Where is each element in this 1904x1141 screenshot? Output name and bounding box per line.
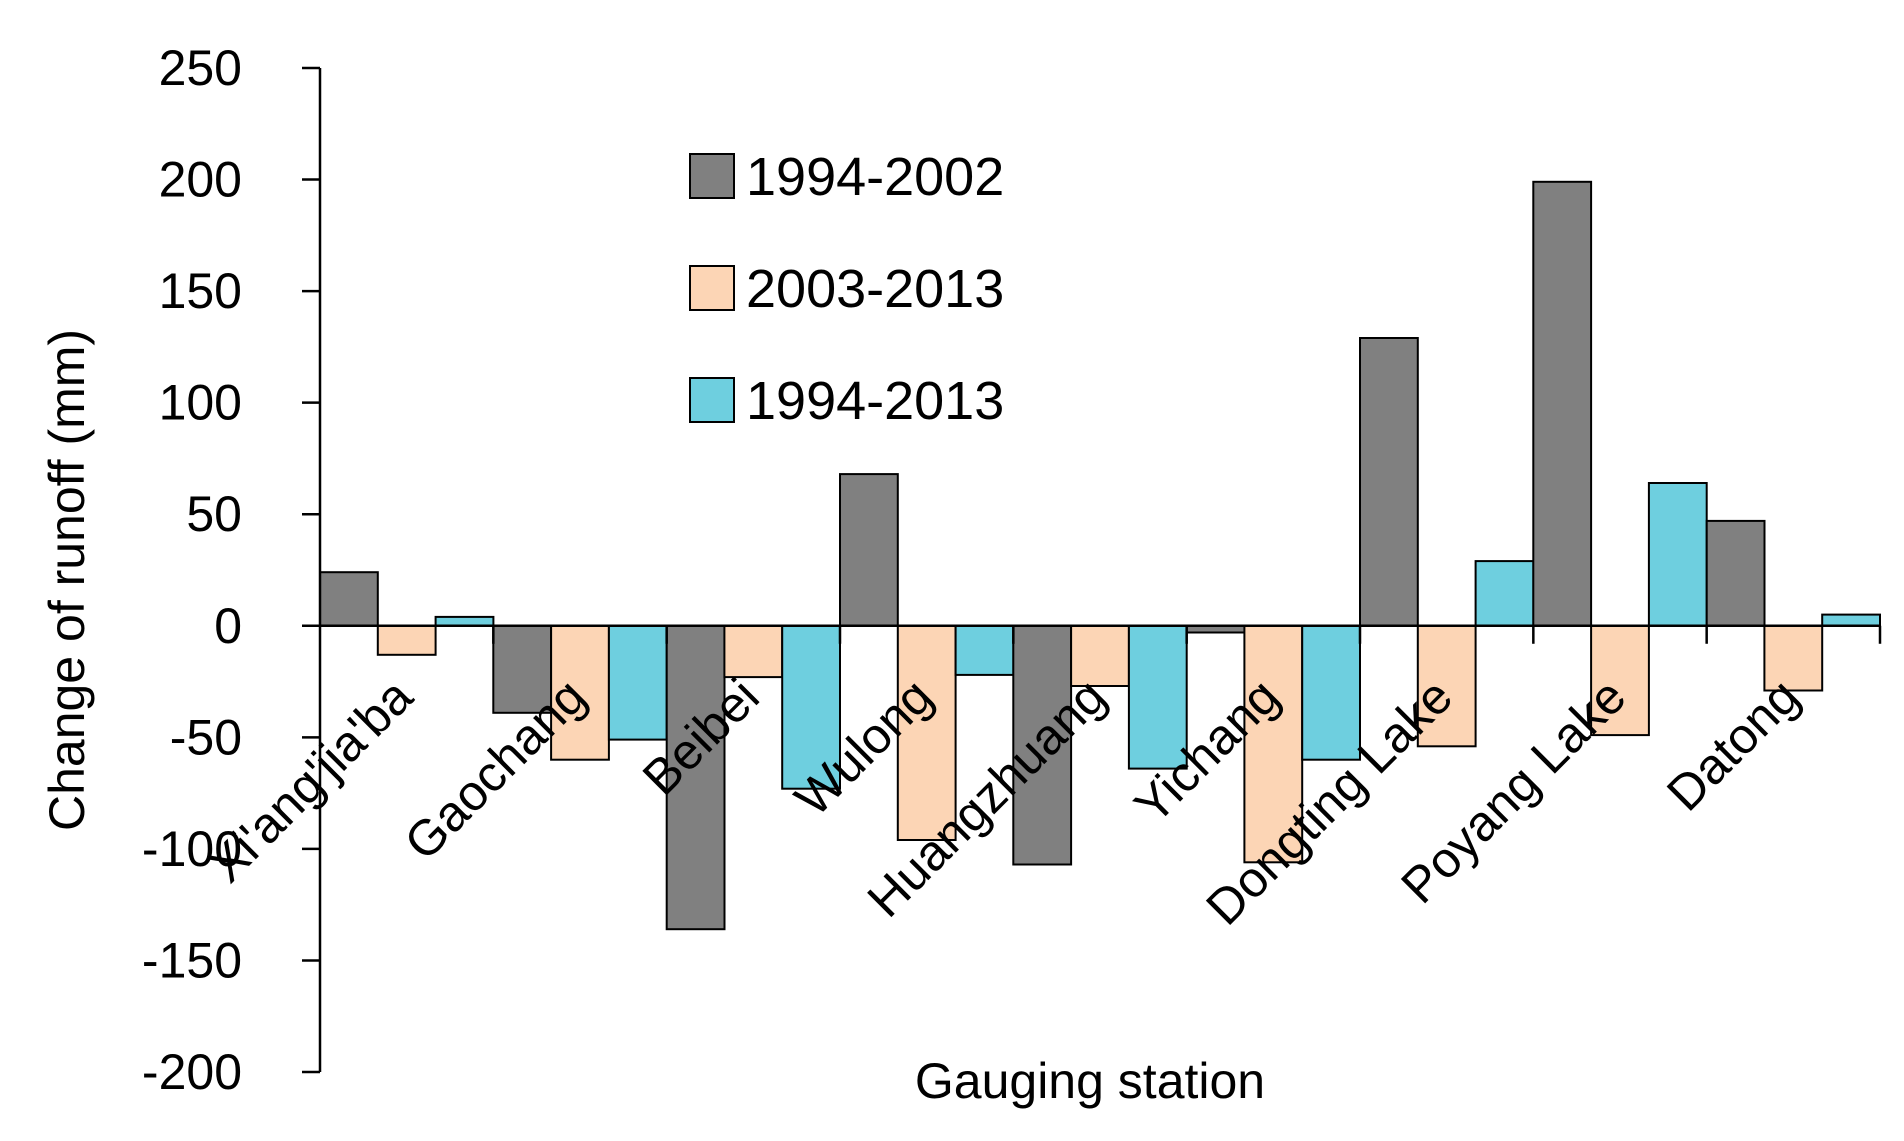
- legend-swatch-2003-2013: [689, 265, 735, 311]
- y-tick-label: 0: [214, 598, 242, 654]
- legend-swatch-1994-2002: [689, 153, 735, 199]
- legend-swatch-1994-2013: [689, 377, 735, 423]
- bar-2003-2013-Xi'ang'jia'ba: [376, 624, 437, 656]
- bar-1994-2013-Huangzhuang: [1127, 624, 1188, 770]
- bar-1994-2002-Xi'ang'jia'ba: [319, 571, 379, 627]
- bar-2003-2013-Huangzhuang: [1070, 624, 1130, 687]
- axes-layer: 250 200 150 100 50 0 -50 -100 -150 -200: [142, 40, 1882, 1100]
- bar-1994-2013-Dongting Lake: [1474, 560, 1535, 627]
- bar-1994-2002-Wulong: [839, 473, 899, 627]
- y-tick-label: -50: [170, 709, 242, 765]
- bar-1994-2013-Gaochang: [607, 624, 668, 741]
- bar-1994-2002-Huangzhuang: [1012, 624, 1073, 866]
- bar-1994-2013-Wulong: [954, 624, 1015, 676]
- y-tick-label: 50: [186, 486, 242, 542]
- bar-2003-2013-Beibei: [723, 624, 784, 679]
- bar-1994-2013-Xi'ang'jia'ba: [434, 615, 495, 627]
- legend-label: 1994-2013: [746, 371, 1004, 431]
- y-tick-label: 200: [159, 152, 242, 208]
- bar-1994-2013-Poyang Lake: [1647, 482, 1708, 627]
- y-tick-label: 150: [159, 263, 242, 319]
- y-tick-label: 250: [159, 40, 242, 96]
- category-label: Datong: [1656, 668, 1810, 822]
- bar-2003-2013-Gaochang: [550, 624, 610, 761]
- bar-1994-2002-Dongting Lake: [1359, 337, 1419, 627]
- y-tick-label: 100: [159, 375, 242, 431]
- y-tick-label: -150: [142, 932, 242, 988]
- y-tick-label: -200: [142, 1044, 242, 1100]
- bars-layer: [319, 180, 1881, 931]
- bar-2003-2013-Yichang: [1243, 624, 1304, 864]
- bar-2003-2013-Dongting Lake: [1416, 624, 1477, 748]
- bar-1994-2002-Datong: [1705, 519, 1766, 627]
- bar-1994-2013-Beibei: [781, 624, 842, 790]
- bar-1994-2002-Poyang Lake: [1532, 180, 1593, 627]
- legend-label: 2003-2013: [746, 259, 1004, 319]
- x-axis-label: Gauging station: [915, 1053, 1265, 1109]
- category-label: Xi'ang'jia'ba: [198, 668, 423, 893]
- y-tick-label: -100: [142, 821, 242, 877]
- legend-label: 1994-2002: [746, 147, 1004, 207]
- bar-1994-2013-Datong: [1821, 613, 1881, 627]
- bar-2003-2013-Wulong: [896, 624, 957, 841]
- bar-1994-2002-Gaochang: [492, 624, 553, 714]
- legend: 1994-2002 2003-2013 1994-2013: [689, 147, 1004, 431]
- y-axis-label: Change of runoff (mm): [39, 329, 95, 831]
- bar-2003-2013-Poyang Lake: [1590, 624, 1650, 737]
